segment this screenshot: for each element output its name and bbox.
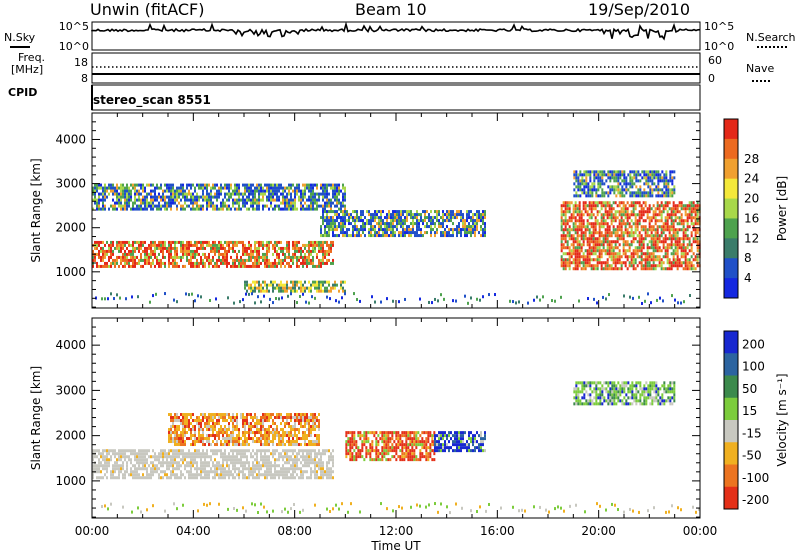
nsky-label: N.Sky (4, 31, 36, 44)
colorbar-swatch (724, 258, 738, 279)
cpid-label: CPID (8, 86, 38, 99)
cpid-value: stereo_scan 8551 (93, 93, 211, 107)
freq-tick-label: 8 (81, 72, 88, 85)
colorbar-swatch (724, 442, 738, 465)
colorbar-tick-label: 20 (744, 192, 759, 206)
heatmap-feature (168, 413, 320, 447)
freq-label: Freq. (18, 51, 46, 64)
colorbar-swatch (724, 158, 738, 180)
x-tick-label: 20:00 (581, 524, 616, 538)
heatmap-feature (573, 381, 676, 406)
colorbar-tick-label: 16 (744, 211, 759, 225)
y-tick-label: 1000 (55, 474, 86, 488)
colorbar-label: Velocity [m s⁻¹] (775, 373, 789, 466)
y-tick-label: 2000 (55, 429, 86, 443)
x-axis-label: Time UT (370, 539, 421, 553)
heatmap-feature (92, 183, 346, 211)
noise-tick-label: 10^5 (704, 20, 734, 33)
colorbar-tick-label: 8 (744, 251, 752, 265)
noise-sky-trace (91, 21, 701, 41)
y-tick-label: 3000 (55, 177, 86, 191)
colorbar-swatch (724, 218, 738, 239)
x-tick-label: 00:00 (683, 524, 718, 538)
freq-panel-frame (91, 52, 701, 84)
cpid-panel-frame (91, 84, 701, 111)
heatmap-feature (244, 280, 346, 293)
colorbar-swatch (724, 178, 738, 200)
colorbar-swatch (724, 119, 738, 140)
colorbar-swatch (724, 397, 738, 421)
nave-label: Nave (746, 62, 775, 75)
colorbar-tick-label: 4 (744, 271, 752, 285)
colorbar-swatch (724, 331, 738, 354)
colorbar-tick-label: -200 (742, 493, 769, 507)
noise-tick-label: 10^0 (704, 40, 734, 53)
colorbar-swatch (724, 238, 738, 259)
x-tick-label: 00:00 (75, 524, 110, 538)
colorbar-tick-label: 28 (744, 152, 759, 166)
y-tick-label: 1000 (55, 265, 86, 279)
x-tick-label: 04:00 (176, 524, 211, 538)
y-axis-label: Slant Range [km] (29, 158, 43, 262)
freq-unit-label: [MHz] (11, 63, 44, 76)
colorbar-tick-label: -100 (742, 471, 769, 485)
colorbar-swatch (724, 353, 738, 376)
near-range-speckle (95, 292, 691, 305)
x-tick-label: 12:00 (379, 524, 414, 538)
beam-title: Beam 10 (355, 0, 427, 19)
colorbar-tick-label: 12 (744, 231, 759, 245)
y-axis-label: Slant Range [km] (29, 366, 43, 470)
heatmap-feature (560, 201, 701, 271)
colorbar-swatch (724, 375, 738, 399)
colorbar-swatch (724, 420, 738, 443)
colorbar-tick-label: 50 (742, 382, 757, 396)
colorbar-swatch (724, 464, 738, 488)
y-tick-label: 4000 (55, 338, 86, 352)
colorbar-swatch (724, 278, 738, 299)
nsky-line-swatch (10, 46, 30, 48)
x-tick-label: 08:00 (277, 524, 312, 538)
date-title: 19/Sep/2010 (588, 0, 691, 19)
colorbar-tick-label: -15 (742, 426, 762, 440)
y-tick-label: 4000 (55, 132, 86, 146)
heatmap-feature (345, 431, 436, 462)
colorbar-swatch (724, 138, 738, 160)
heatmap-feature (434, 431, 486, 453)
nave-line-swatch (752, 80, 770, 82)
nsearch-line-swatch (757, 46, 787, 48)
nave-tick-label: 0 (708, 72, 715, 85)
colorbar-frame (723, 330, 739, 510)
colorbar-tick-label: -50 (742, 449, 762, 463)
y-tick-label: 2000 (55, 221, 86, 235)
y-tick-label: 3000 (55, 383, 86, 397)
near-range-speckle (101, 502, 700, 515)
heatmap-feature (573, 170, 676, 198)
noise-tick-label: 10^0 (59, 40, 89, 53)
nsearch-label: N.Search (746, 31, 796, 44)
nave-tick-label: 60 (708, 54, 722, 67)
x-tick-label: 16:00 (480, 524, 515, 538)
colorbar-swatch (724, 486, 738, 510)
heatmap-feature (320, 210, 486, 238)
freq-tick-label: 18 (74, 56, 88, 69)
colorbar-frame (723, 118, 739, 299)
heatmap-feature (92, 449, 334, 480)
colorbar-label: Power [dB] (775, 176, 789, 241)
noise-tick-label: 10^5 (59, 20, 89, 33)
colorbar-tick-label: 24 (744, 172, 759, 186)
station-title: Unwin (fitACF) (90, 0, 205, 19)
colorbar-tick-label: 100 (742, 360, 765, 374)
colorbar-tick-label: 200 (742, 337, 765, 351)
colorbar-swatch (724, 198, 738, 219)
heatmap-feature (92, 240, 334, 268)
noise-panel-frame (91, 21, 701, 51)
colorbar-tick-label: 15 (742, 404, 757, 418)
